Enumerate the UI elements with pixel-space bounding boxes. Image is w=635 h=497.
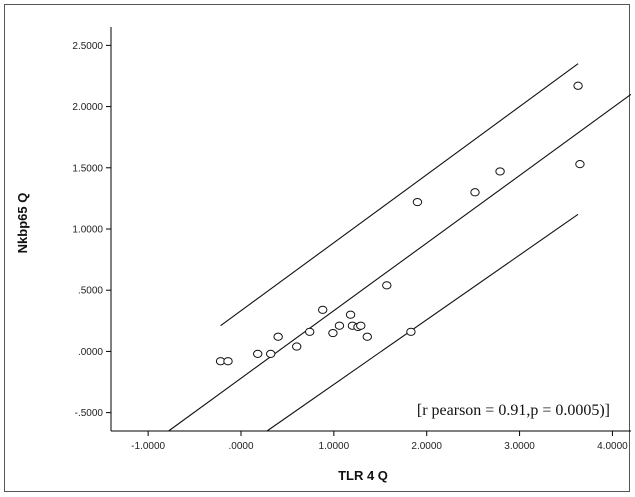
x-tick-label: 3.0000 [504, 441, 535, 452]
data-points [215, 81, 585, 366]
y-axis-title: Nkbp65 Q [15, 193, 30, 254]
data-point [575, 160, 585, 169]
y-tick-label: 2.5000 [72, 41, 103, 52]
y-tick-label: .5000 [78, 286, 103, 297]
data-point [406, 327, 416, 336]
data-point [362, 332, 372, 341]
x-tick-label: 4.0000 [597, 441, 628, 452]
data-point [292, 342, 302, 351]
data-point [328, 328, 338, 338]
y-axis: -.5000 .0000 .5000 1.0000 1.5000 2.0000 2.5000 [72, 27, 112, 431]
data-point [412, 197, 423, 207]
data-point [470, 188, 480, 197]
y-tick-label: -.5000 [75, 408, 104, 419]
x-tick-label: -1.0000 [131, 441, 165, 452]
data-point [495, 167, 505, 176]
data-point [356, 321, 366, 330]
x-axis-title: TLR 4 Q [338, 468, 388, 483]
y-tick-label: 1.0000 [72, 225, 103, 236]
x-tick-label: .0000 [228, 441, 253, 452]
data-point [253, 349, 263, 358]
chart-frame: -.5000 .0000 .5000 1.0000 1.5000 2.0000 2.5000… [4, 4, 631, 492]
x-tick-label: 1.0000 [319, 441, 350, 452]
upper-bound-line [220, 63, 579, 327]
y-tick-label: 2.0000 [72, 102, 103, 113]
correlation-annotation: [r pearson = 0.91,p = 0.0005)] [417, 402, 610, 419]
x-axis: -1.0000 .0000 1.0000 2.0000 3.0000 4.0000 [111, 430, 631, 452]
data-point [266, 349, 276, 358]
data-point [223, 357, 233, 366]
data-point [305, 327, 315, 336]
y-tick-label: 1.5000 [72, 163, 103, 174]
data-point [318, 305, 328, 314]
lower-bound-line [266, 213, 579, 432]
y-tick-label: .0000 [78, 347, 103, 358]
data-point [573, 81, 583, 90]
regression-lines [168, 63, 631, 432]
fit-line [168, 93, 631, 432]
data-point [345, 310, 356, 319]
data-point [273, 332, 283, 341]
data-point [334, 321, 345, 330]
x-tick-label: 2.0000 [411, 441, 442, 452]
scatter-chart: -.5000 .0000 .5000 1.0000 1.5000 2.0000 2.5000… [15, 27, 631, 483]
data-point [382, 281, 392, 290]
